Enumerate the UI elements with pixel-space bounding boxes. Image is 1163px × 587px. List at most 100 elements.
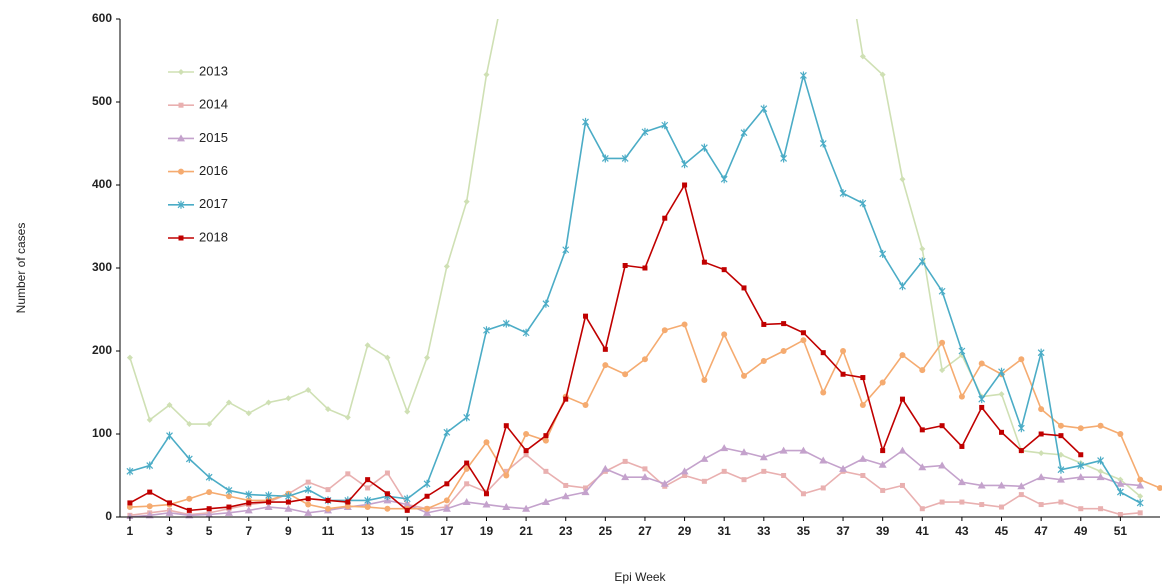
marker <box>899 482 905 488</box>
marker <box>1137 476 1144 483</box>
marker <box>1038 450 1045 457</box>
marker <box>1018 448 1024 454</box>
marker <box>344 503 351 510</box>
marker <box>443 497 450 504</box>
x-tick-label: 13 <box>361 524 375 538</box>
marker <box>424 493 430 499</box>
marker <box>899 282 906 291</box>
marker <box>463 198 470 205</box>
marker <box>999 504 1005 510</box>
marker <box>1136 498 1144 507</box>
marker <box>622 458 628 464</box>
marker <box>741 477 747 483</box>
marker <box>264 503 273 511</box>
marker <box>899 352 906 359</box>
marker <box>543 468 549 474</box>
marker <box>483 71 490 78</box>
marker <box>1057 465 1065 474</box>
marker <box>562 245 570 254</box>
series-line <box>129 19 1141 497</box>
marker <box>760 104 768 113</box>
marker <box>1097 422 1104 429</box>
marker <box>899 396 905 402</box>
marker <box>442 504 451 512</box>
marker <box>1077 461 1085 470</box>
marker <box>522 328 530 337</box>
marker <box>681 321 688 328</box>
marker <box>206 421 213 428</box>
marker <box>1057 422 1064 429</box>
marker <box>177 134 185 142</box>
marker <box>682 182 688 188</box>
marker <box>503 472 510 479</box>
marker <box>523 452 529 458</box>
marker <box>384 470 390 476</box>
marker <box>899 176 906 183</box>
marker <box>225 493 232 500</box>
x-tick-label: 7 <box>245 524 252 538</box>
marker <box>523 448 529 454</box>
marker <box>721 468 727 474</box>
marker <box>602 346 608 352</box>
y-tick-label: 100 <box>92 426 112 440</box>
marker <box>205 473 213 482</box>
marker <box>563 396 569 402</box>
marker <box>177 200 185 209</box>
marker <box>721 267 727 273</box>
marker <box>780 348 787 354</box>
marker <box>660 479 669 487</box>
marker <box>502 503 511 511</box>
marker <box>126 467 134 476</box>
marker <box>977 481 986 489</box>
marker <box>740 448 748 456</box>
marker <box>582 401 589 408</box>
marker <box>285 395 292 402</box>
y-tick-label: 600 <box>92 11 112 25</box>
marker <box>205 510 214 518</box>
marker <box>225 399 232 406</box>
marker <box>304 508 313 516</box>
marker <box>938 287 946 296</box>
marker <box>1058 499 1064 505</box>
marker <box>582 117 589 126</box>
marker <box>146 503 153 510</box>
marker <box>186 495 193 502</box>
marker <box>583 313 589 319</box>
marker <box>224 508 233 516</box>
marker <box>680 467 689 475</box>
marker <box>641 127 649 136</box>
marker <box>523 431 530 437</box>
marker <box>384 354 391 361</box>
marker <box>741 372 747 379</box>
marker <box>859 199 867 208</box>
marker <box>305 501 312 508</box>
marker <box>662 215 668 221</box>
legend-label: 2016 <box>199 163 228 178</box>
marker <box>957 478 966 486</box>
marker <box>384 505 391 512</box>
marker <box>1078 506 1084 512</box>
marker <box>265 491 272 500</box>
x-tick-label: 35 <box>797 524 811 538</box>
marker <box>839 464 848 472</box>
marker <box>781 473 787 478</box>
marker <box>266 499 272 505</box>
y-tick-label: 500 <box>92 94 112 108</box>
marker <box>147 489 153 495</box>
marker <box>979 502 985 508</box>
marker <box>879 249 887 258</box>
marker <box>1038 431 1044 437</box>
marker <box>642 265 648 271</box>
x-tick-label: 19 <box>480 524 494 538</box>
marker <box>364 504 371 511</box>
marker <box>938 461 947 469</box>
marker <box>178 102 184 108</box>
x-tick-label: 29 <box>678 524 692 538</box>
marker <box>721 331 728 338</box>
marker <box>959 499 965 505</box>
marker <box>800 330 806 336</box>
legend-label: 2013 <box>199 63 228 78</box>
marker <box>1078 452 1084 458</box>
marker <box>146 461 154 470</box>
marker <box>344 414 351 421</box>
